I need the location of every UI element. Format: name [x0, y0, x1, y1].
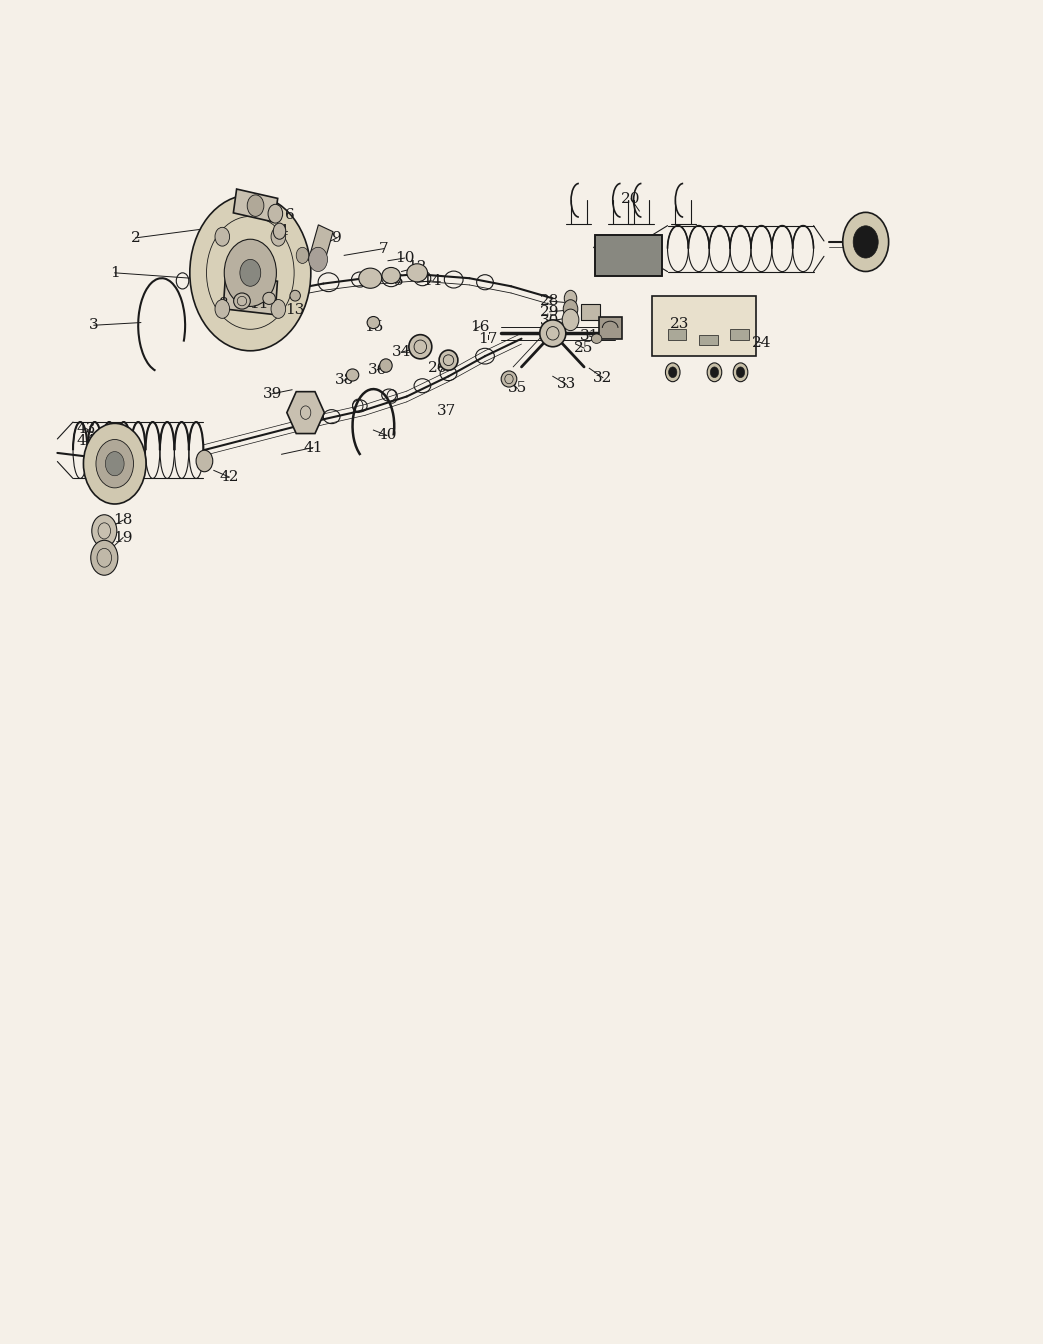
Polygon shape [234, 190, 277, 222]
Bar [599, 317, 622, 339]
Circle shape [247, 195, 264, 216]
Circle shape [843, 212, 889, 271]
Text: 23: 23 [671, 317, 689, 331]
Ellipse shape [591, 333, 602, 343]
Text: 3: 3 [89, 319, 99, 332]
Text: 33: 33 [557, 378, 576, 391]
Bar [595, 235, 662, 276]
Text: 20: 20 [622, 192, 640, 206]
Text: 15: 15 [364, 320, 383, 333]
Text: 34: 34 [392, 345, 411, 359]
Text: 32: 32 [593, 371, 612, 384]
Circle shape [296, 247, 309, 263]
Circle shape [105, 452, 124, 476]
Ellipse shape [346, 370, 359, 382]
Text: 37: 37 [437, 405, 456, 418]
Polygon shape [309, 224, 333, 267]
Circle shape [215, 227, 229, 246]
Text: 11: 11 [249, 297, 268, 310]
Text: 43: 43 [77, 422, 96, 435]
Polygon shape [223, 276, 277, 314]
Text: 25: 25 [575, 341, 593, 355]
Ellipse shape [263, 293, 275, 305]
Text: 26: 26 [429, 362, 447, 375]
Text: 36: 36 [368, 363, 387, 376]
Circle shape [91, 540, 118, 575]
Text: 22: 22 [601, 325, 620, 339]
Text: 40: 40 [378, 429, 396, 442]
Ellipse shape [234, 293, 250, 309]
Circle shape [309, 247, 328, 271]
Circle shape [562, 309, 579, 331]
Text: 18: 18 [114, 513, 132, 527]
Text: 12: 12 [408, 261, 427, 274]
Bar [668, 329, 686, 340]
Ellipse shape [540, 320, 566, 347]
Text: 41: 41 [304, 441, 322, 454]
Text: 1: 1 [110, 266, 120, 280]
Text: 7: 7 [379, 242, 389, 255]
Circle shape [96, 439, 134, 488]
Circle shape [240, 259, 261, 286]
Ellipse shape [367, 317, 380, 329]
Circle shape [271, 227, 286, 246]
Ellipse shape [407, 263, 428, 282]
Circle shape [271, 300, 286, 319]
Text: 17: 17 [479, 332, 498, 345]
Circle shape [563, 300, 578, 319]
Text: 5: 5 [393, 274, 404, 288]
Circle shape [669, 367, 677, 378]
Circle shape [665, 363, 680, 382]
Circle shape [215, 300, 229, 319]
Text: 38: 38 [335, 374, 354, 387]
Circle shape [710, 367, 719, 378]
Text: 9: 9 [332, 231, 342, 245]
Circle shape [273, 223, 286, 239]
Text: 44: 44 [77, 434, 96, 448]
Circle shape [733, 363, 748, 382]
Ellipse shape [382, 267, 401, 284]
Bar [699, 335, 718, 345]
Ellipse shape [409, 335, 432, 359]
Circle shape [564, 290, 577, 306]
Circle shape [268, 204, 283, 223]
Text: 30: 30 [540, 314, 559, 328]
Polygon shape [287, 391, 324, 434]
Ellipse shape [439, 351, 458, 371]
Ellipse shape [290, 290, 300, 301]
Ellipse shape [380, 359, 392, 372]
Text: 6: 6 [285, 208, 295, 222]
Text: 21: 21 [627, 251, 646, 265]
Text: 4: 4 [278, 224, 289, 238]
Circle shape [83, 423, 146, 504]
Text: 42: 42 [220, 470, 239, 484]
Circle shape [736, 367, 745, 378]
Text: 8: 8 [219, 297, 229, 310]
Text: 39: 39 [263, 387, 282, 401]
Circle shape [190, 195, 311, 351]
Text: 10: 10 [395, 251, 414, 265]
Text: 27: 27 [580, 310, 599, 324]
Bar [730, 329, 749, 340]
Text: 31: 31 [580, 329, 599, 343]
Text: 35: 35 [508, 382, 527, 395]
Circle shape [853, 226, 878, 258]
Text: 28: 28 [540, 294, 559, 308]
Text: 24: 24 [752, 336, 771, 349]
Bar [595, 235, 662, 276]
Text: 13: 13 [286, 304, 305, 317]
Text: 14: 14 [422, 274, 441, 288]
Circle shape [196, 450, 213, 472]
Circle shape [92, 515, 117, 547]
Circle shape [224, 239, 276, 306]
Ellipse shape [501, 371, 517, 387]
Text: 16: 16 [470, 320, 489, 333]
Bar [652, 296, 756, 356]
Text: 29: 29 [540, 305, 559, 319]
Ellipse shape [359, 269, 382, 288]
Text: 2: 2 [130, 231, 141, 245]
Circle shape [707, 363, 722, 382]
Bar [581, 304, 600, 320]
Text: 19: 19 [114, 531, 132, 544]
